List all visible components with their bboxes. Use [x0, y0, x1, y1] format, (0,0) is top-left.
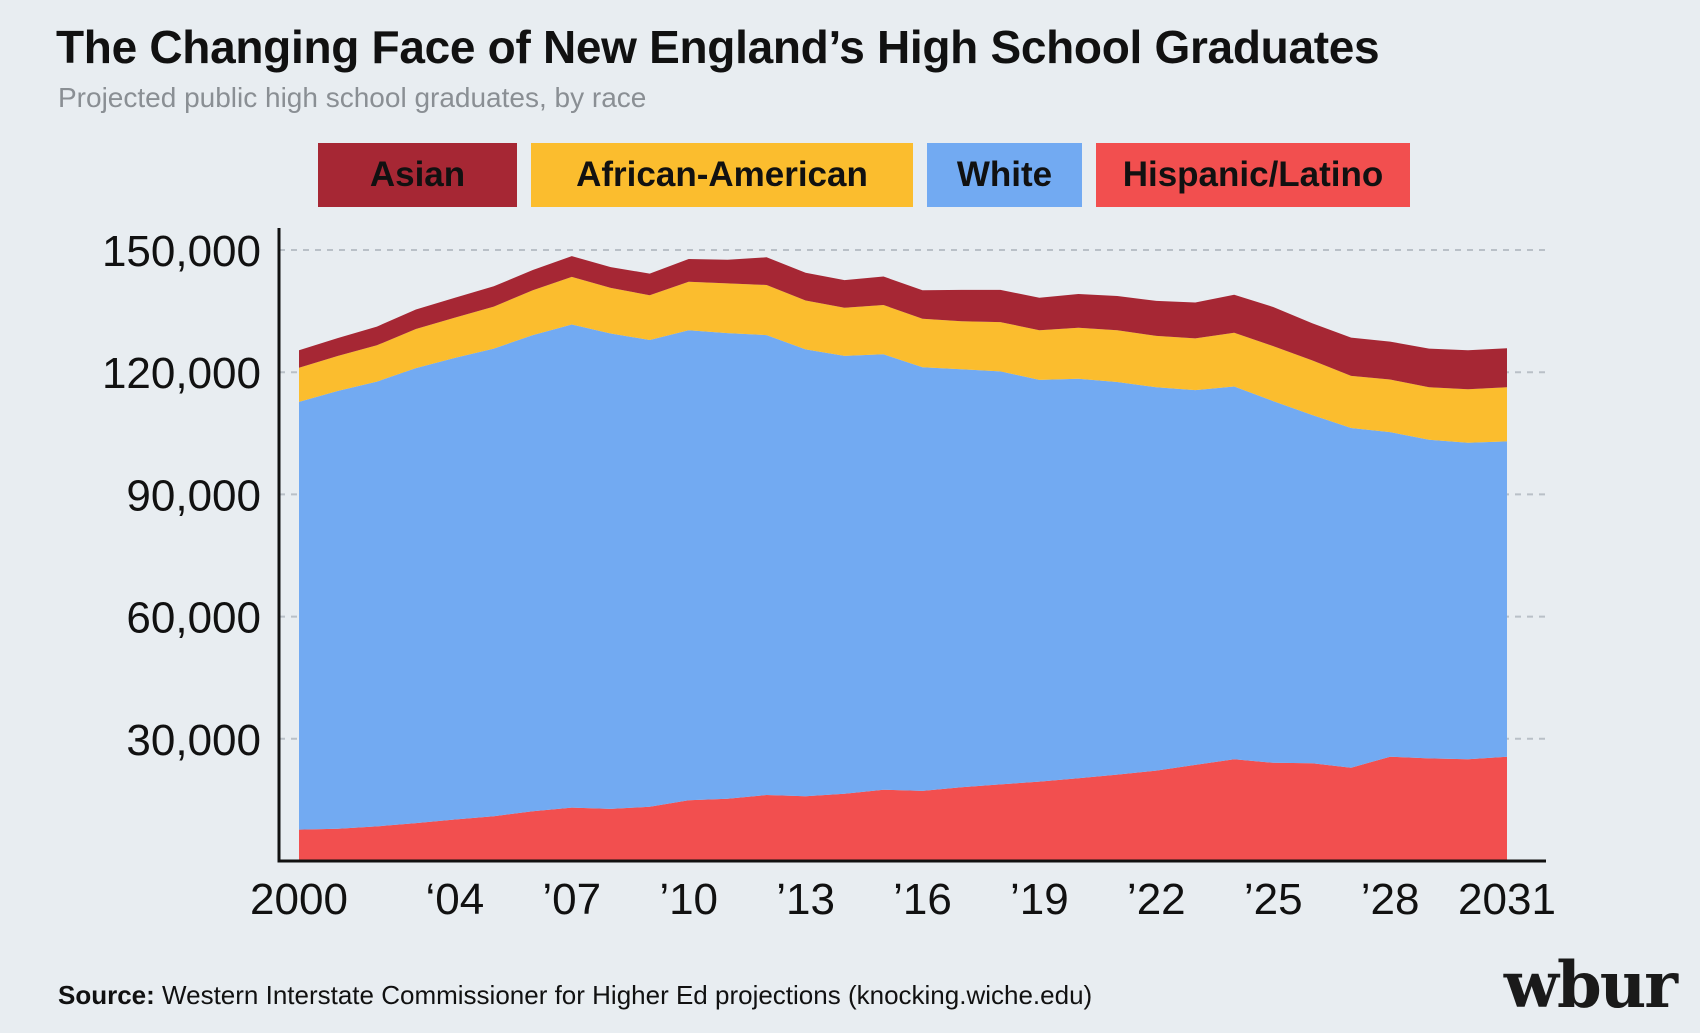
- x-tick-label: 2000: [250, 875, 348, 924]
- y-tick-label: 30,000: [126, 716, 261, 765]
- x-tick-label: ’19: [1010, 875, 1069, 924]
- x-tick-label: ’22: [1127, 875, 1186, 924]
- wbur-logo: wbur: [1503, 948, 1678, 1023]
- chart-subtitle: Projected public high school graduates, …: [58, 82, 647, 113]
- x-tick-label: ’10: [659, 875, 718, 924]
- area-white: [299, 324, 1507, 830]
- y-tick-label: 90,000: [126, 471, 261, 520]
- y-tick-label: 60,000: [126, 594, 261, 643]
- x-tick-label: ‘04: [426, 875, 485, 924]
- legend-item-asian: Asian: [318, 143, 517, 207]
- legend: Asian African-American White Hispanic/La…: [318, 143, 1410, 207]
- legend-item-hispanic-latino: Hispanic/Latino: [1096, 143, 1410, 207]
- y-tick-label: 150,000: [102, 227, 261, 276]
- legend-item-african-american: African-American: [531, 143, 913, 207]
- x-tick-label: ’07: [542, 875, 601, 924]
- legend-item-white: White: [927, 143, 1082, 207]
- source-label: Source:: [58, 980, 155, 1010]
- y-tick-label: 120,000: [102, 349, 261, 398]
- x-tick-label: ’25: [1244, 875, 1303, 924]
- source-text: Western Interstate Commissioner for High…: [162, 980, 1093, 1010]
- source-note: Source: Western Interstate Commissioner …: [58, 980, 1092, 1011]
- area-african-american: [299, 276, 1507, 443]
- x-tick-label: ’16: [893, 875, 952, 924]
- x-tick-label: ’13: [776, 875, 835, 924]
- chart-title: The Changing Face of New England’s High …: [56, 21, 1380, 73]
- x-tick-label: 2031: [1458, 875, 1556, 924]
- area-hispanic-latino: [299, 756, 1507, 861]
- area-asian: [299, 256, 1507, 390]
- x-tick-label: ’28: [1361, 875, 1420, 924]
